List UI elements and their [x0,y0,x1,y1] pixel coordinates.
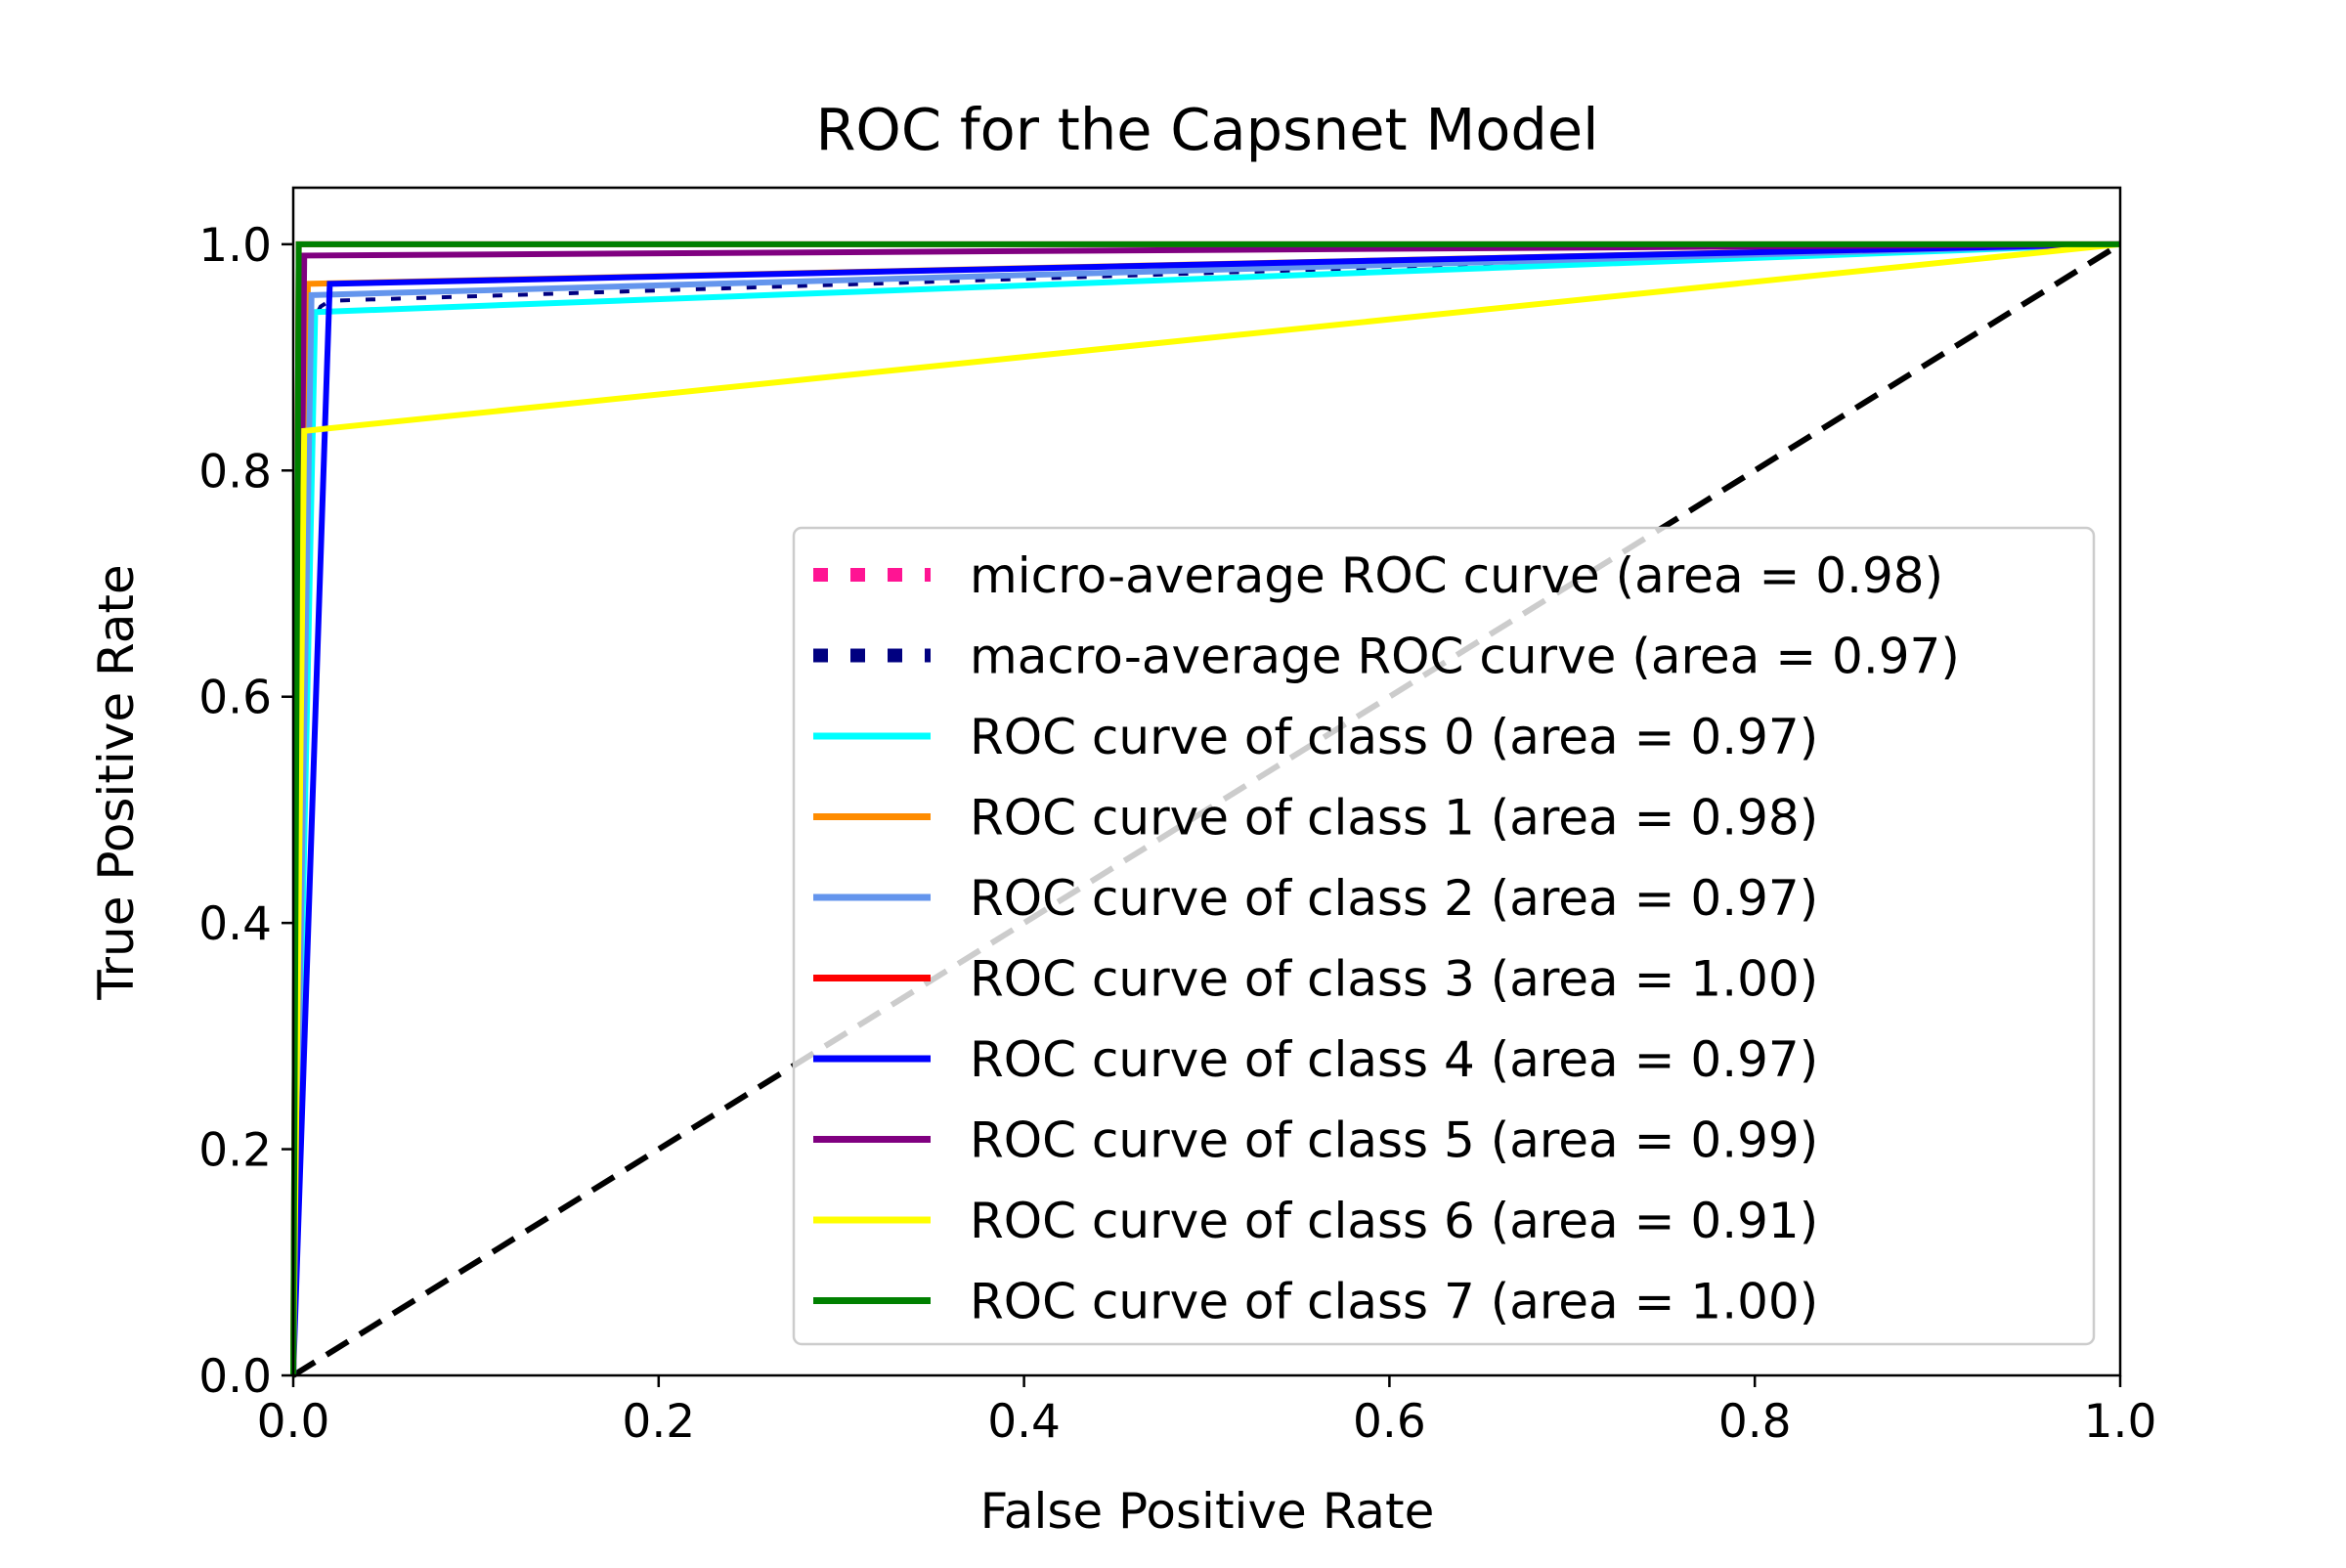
legend-label: micro-average ROC curve (area = 0.98) [970,547,1943,604]
series-line-roc-curve-of-class-7-area-1-00 [290,240,2120,1376]
legend-label: ROC curve of class 0 (area = 0.97) [970,709,1818,765]
legend-label: ROC curve of class 7 (area = 1.00) [970,1274,1818,1330]
legend-label: ROC curve of class 6 (area = 0.91) [970,1193,1818,1249]
legend-label: ROC curve of class 2 (area = 0.97) [970,870,1818,927]
x-tick-label: 0.4 [987,1395,1061,1449]
legend-label: macro-average ROC curve (area = 0.97) [970,629,1960,685]
x-tick-label: 0.2 [622,1395,695,1449]
plot-frame [291,186,2122,1377]
x-tick-label: 0.6 [1353,1395,1426,1449]
legend-label: ROC curve of class 3 (area = 1.00) [970,951,1818,1008]
axis-ticks: 0.0 0.2 0.4 0.6 0.8 1.0 0.0 0.2 0.4 0.6 0.8 1.0 [198,219,2156,1449]
x-axis-label: False Positive Rate [980,1483,1435,1540]
legend-label: ROC curve of class 4 (area = 0.97) [970,1031,1818,1088]
legend-label: ROC curve of class 5 (area = 0.99) [970,1112,1818,1169]
legend-box [792,526,2096,1346]
series-line-roc-curve-of-class-4-area-0-97 [290,240,2121,1376]
y-tick-label: 1.0 [198,219,272,273]
x-tick-label: 0.0 [257,1395,330,1449]
y-tick-label: 0.8 [198,445,272,499]
legend: micro-average ROC curve (area = 0.98) mac… [792,526,2096,1346]
chart-title: ROC for the Capsnet Model [815,96,1598,163]
legend-label: ROC curve of class 1 (area = 0.98) [970,790,1818,847]
y-tick-label: 0.6 [198,672,272,725]
y-tick-label: 0.4 [198,897,272,951]
y-tick-label: 0.0 [198,1350,272,1404]
y-tick-label: 0.2 [198,1124,272,1178]
x-tick-label: 1.0 [2084,1395,2157,1449]
x-tick-label: 0.8 [1718,1395,1792,1449]
y-axis-label: True Positive Rate [88,564,145,1000]
plot-area [290,240,2122,1378]
